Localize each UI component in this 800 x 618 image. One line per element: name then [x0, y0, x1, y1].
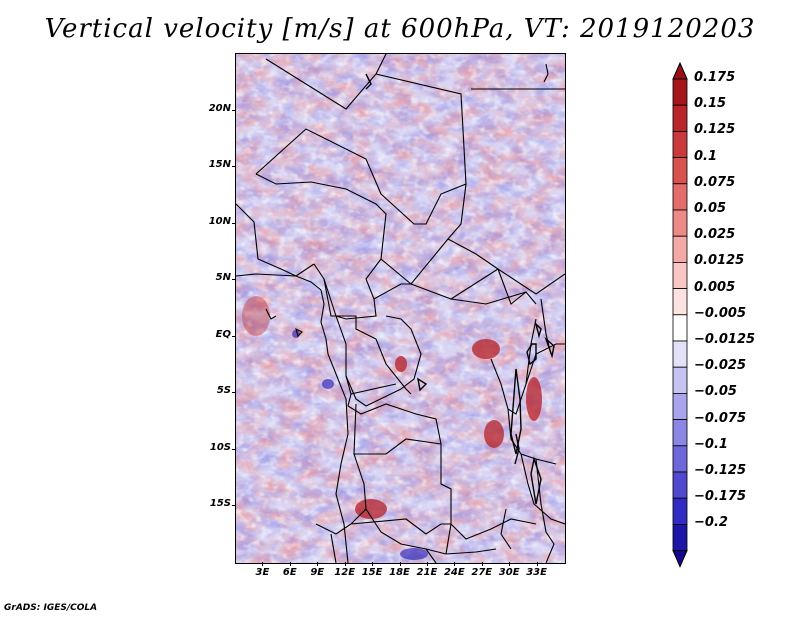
lat-tick-label: 10S [209, 441, 231, 453]
colorbar-level-label: 0.025 [694, 227, 736, 243]
colorbar-segment [672, 78, 688, 106]
colorbar-segment [672, 471, 688, 499]
lon-tick-label: 24E [443, 567, 465, 578]
lat-tick-mark [232, 448, 236, 450]
lon-tick-label: 27E [471, 567, 493, 578]
lon-tick-label: 30E [498, 567, 520, 578]
lon-tick-label: 33E [526, 567, 547, 578]
colorbar-level-label: −0.05 [694, 384, 737, 400]
strong-downdraft-cells [292, 330, 428, 560]
lon-tick-mark [399, 562, 401, 566]
colorbar-segment [672, 104, 688, 132]
colorbar-top-cap [672, 61, 688, 80]
river-line [543, 63, 549, 83]
vertical-velocity-field [236, 54, 565, 563]
lon-tick-mark [481, 562, 483, 566]
colorbar-segment [672, 366, 688, 394]
colorbar-segment [672, 288, 688, 316]
colorbar-segment [672, 261, 688, 289]
colorbar-level-label: 0.15 [694, 96, 727, 112]
lat-tick-mark [232, 166, 236, 168]
strong-updraft-cells [242, 296, 542, 519]
lat-tick-label: EQ [215, 328, 231, 340]
lon-tick-mark [509, 562, 511, 566]
lon-tick-label: 18E [389, 567, 410, 578]
lon-tick-mark [372, 562, 374, 566]
colorbar-level-label: 0.1 [694, 148, 718, 164]
lat-tick-label: 20N [208, 102, 231, 114]
lat-tick-mark [232, 222, 236, 224]
colorbar-level-label: −0.005 [694, 305, 747, 321]
coastline [236, 273, 349, 563]
lon-tick-label: 21E [416, 567, 438, 578]
lat-tick-label: 10N [208, 215, 231, 227]
lon-tick-label: 15E [361, 567, 383, 578]
colorbar-level-label: −0.1 [694, 436, 728, 452]
colorbar-level-label: 0.05 [694, 201, 727, 216]
map-title: Vertical velocity [m/s] at 600hPa, VT: 2… [44, 14, 756, 44]
lakes [365, 73, 555, 505]
lon-tick-mark [317, 562, 319, 566]
lon-tick-label: 9E [310, 567, 325, 578]
colorbar-level-label: −0.2 [694, 515, 728, 531]
lat-tick-label: 15N [208, 159, 231, 171]
country-boundaries [236, 54, 565, 563]
fine-structure-layer [236, 54, 565, 563]
lat-tick-mark [232, 335, 236, 337]
colorbar-segment [672, 419, 688, 447]
colorbar-segment [672, 130, 688, 158]
colorbar-level-label: 0.175 [694, 70, 736, 85]
colorbar-level-label: 0.0125 [694, 253, 745, 269]
map-plot-area [235, 53, 566, 564]
colorbar-segment [672, 497, 688, 525]
colorbar-level-label: −0.175 [694, 489, 747, 505]
lat-tick-label: 5S [216, 385, 231, 397]
lon-tick-mark [454, 562, 456, 566]
lat-tick-mark [232, 109, 236, 111]
colorbar-segment [672, 524, 688, 552]
colorbar-level-label: 0.075 [694, 174, 736, 190]
colorbar-level-label: 0.005 [694, 279, 736, 295]
lat-tick-label: 5N [215, 272, 231, 284]
lon-tick-mark [426, 562, 428, 566]
lat-tick-mark [232, 279, 236, 281]
colorbar-level-label: −0.125 [694, 463, 747, 478]
colorbar-segment [672, 392, 688, 420]
lon-tick-mark [536, 562, 538, 566]
colorbar-level-label: 0.125 [694, 122, 736, 138]
colorbar-segment [672, 314, 688, 342]
colorbar-segment [672, 209, 688, 237]
grads-credit: GrADS: IGES/COLA [4, 603, 98, 613]
lat-tick-label: 15S [209, 498, 231, 510]
lon-tick-label: 12E [334, 567, 356, 578]
colorbar-bottom-cap [672, 550, 688, 568]
lon-tick-label: 6E [282, 567, 297, 578]
lon-tick-mark [344, 562, 346, 566]
colorbar-segment [672, 157, 688, 185]
colorbar-segment [672, 183, 688, 211]
lon-tick-label: 3E [255, 567, 270, 578]
colorbar-level-label: −0.025 [694, 358, 747, 374]
lon-tick-mark [262, 562, 264, 566]
lat-tick-mark [232, 505, 236, 507]
lat-tick-mark [232, 392, 236, 394]
colorbar-segment [672, 445, 688, 473]
colorbar-level-label: −0.075 [694, 410, 747, 426]
colorbar-level-label: −0.0125 [694, 332, 756, 347]
colorbar-segment [672, 340, 688, 368]
colorbar-segment [672, 235, 688, 263]
lon-tick-mark [289, 562, 291, 566]
